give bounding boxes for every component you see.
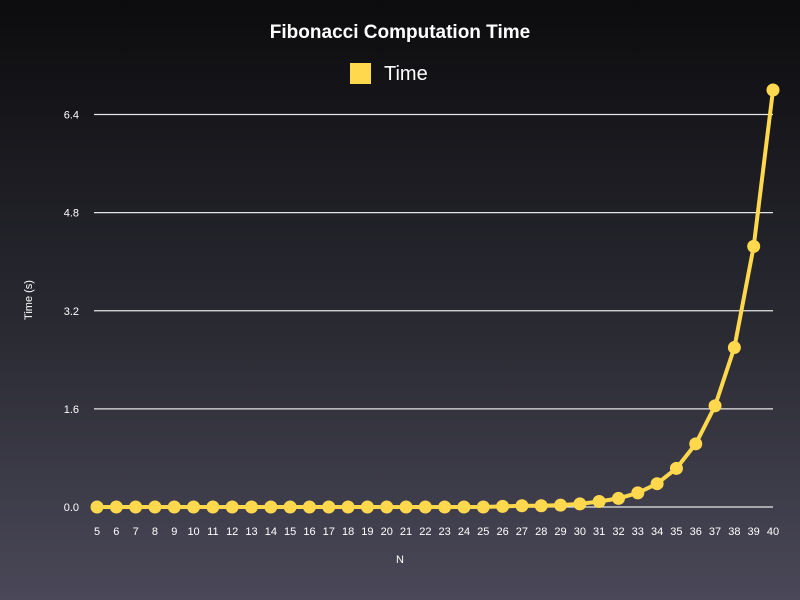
y-tick-label: 4.8: [64, 208, 79, 220]
x-tick-label: 18: [342, 526, 354, 538]
data-point: [380, 500, 394, 514]
data-point: [129, 500, 143, 514]
data-point: [573, 497, 587, 511]
data-point: [592, 494, 606, 508]
y-axis-ticks: 0.0 1.6 3.2 4.8 6.4: [64, 110, 79, 514]
data-point: [457, 500, 471, 514]
x-tick-label: 5: [94, 526, 100, 538]
data-point: [669, 461, 683, 475]
x-tick-label: 30: [574, 526, 586, 538]
x-tick-label: 19: [361, 526, 373, 538]
x-tick-label: 7: [133, 526, 139, 538]
y-tick-label: 1.6: [64, 404, 79, 416]
data-point: [167, 500, 181, 514]
x-tick-label: 12: [226, 526, 238, 538]
x-tick-label: 24: [458, 526, 470, 538]
data-point: [747, 239, 761, 253]
data-point: [438, 500, 452, 514]
data-point: [496, 499, 510, 513]
x-axis-label: N: [396, 554, 404, 566]
x-tick-label: 29: [554, 526, 566, 538]
x-tick-label: 28: [535, 526, 547, 538]
data-point: [264, 500, 278, 514]
legend-swatch: [350, 63, 371, 84]
x-tick-label: 31: [593, 526, 605, 538]
data-point: [515, 499, 529, 513]
data-point: [476, 500, 490, 514]
legend-label: Time: [384, 63, 428, 85]
data-point: [302, 500, 316, 514]
x-tick-label: 26: [496, 526, 508, 538]
x-tick-label: 15: [284, 526, 296, 538]
y-tick-label: 6.4: [64, 110, 79, 122]
data-point: [360, 500, 374, 514]
data-point: [631, 486, 645, 500]
data-point: [148, 500, 162, 514]
data-point: [418, 500, 432, 514]
data-point: [245, 500, 259, 514]
x-tick-label: 20: [381, 526, 393, 538]
x-tick-label: 35: [670, 526, 682, 538]
x-tick-label: 23: [439, 526, 451, 538]
x-tick-label: 34: [651, 526, 663, 538]
y-tick-label: 3.2: [64, 306, 79, 318]
data-point: [708, 399, 722, 413]
x-tick-label: 27: [516, 526, 528, 538]
data-point: [206, 500, 220, 514]
data-point: [341, 500, 355, 514]
x-tick-label: 21: [400, 526, 412, 538]
y-tick-label: 0.0: [64, 502, 79, 514]
x-tick-label: 10: [187, 526, 199, 538]
data-point: [766, 83, 780, 97]
x-tick-label: 36: [690, 526, 702, 538]
x-tick-label: 25: [477, 526, 489, 538]
data-point: [611, 491, 625, 505]
legend: Time: [350, 63, 428, 85]
data-point: [727, 341, 741, 355]
x-tick-label: 11: [207, 526, 218, 538]
x-tick-label: 17: [323, 526, 335, 538]
x-tick-label: 40: [767, 526, 779, 538]
data-point: [109, 500, 123, 514]
x-tick-label: 9: [171, 526, 177, 538]
x-tick-label: 38: [728, 526, 740, 538]
data-point: [90, 500, 104, 514]
x-tick-label: 22: [419, 526, 431, 538]
x-tick-label: 14: [265, 526, 277, 538]
x-tick-label: 8: [152, 526, 158, 538]
series-line: [95, 88, 775, 509]
x-tick-label: 33: [632, 526, 644, 538]
data-point: [322, 500, 336, 514]
x-tick-label: 6: [113, 526, 119, 538]
data-point: [650, 477, 664, 491]
data-point: [283, 500, 297, 514]
data-point: [554, 498, 568, 512]
data-point: [225, 500, 239, 514]
x-axis-ticks: 5 6 7 8 9 10 11 12 13 14 15 16 17 18 19 20 21 22 23 24 25 26 2…: [94, 526, 779, 538]
gridlines: [94, 113, 773, 508]
data-point: [187, 500, 201, 514]
x-tick-label: 37: [709, 526, 721, 538]
x-tick-label: 13: [245, 526, 257, 538]
series-time: [90, 83, 780, 514]
y-axis-label: Time (s): [23, 280, 35, 320]
data-point: [534, 499, 548, 513]
x-tick-label: 32: [612, 526, 624, 538]
chart-title: Fibonacci Computation Time: [270, 22, 530, 43]
data-point: [689, 437, 703, 451]
x-tick-label: 39: [748, 526, 760, 538]
x-tick-label: 16: [303, 526, 315, 538]
data-point: [399, 500, 413, 514]
